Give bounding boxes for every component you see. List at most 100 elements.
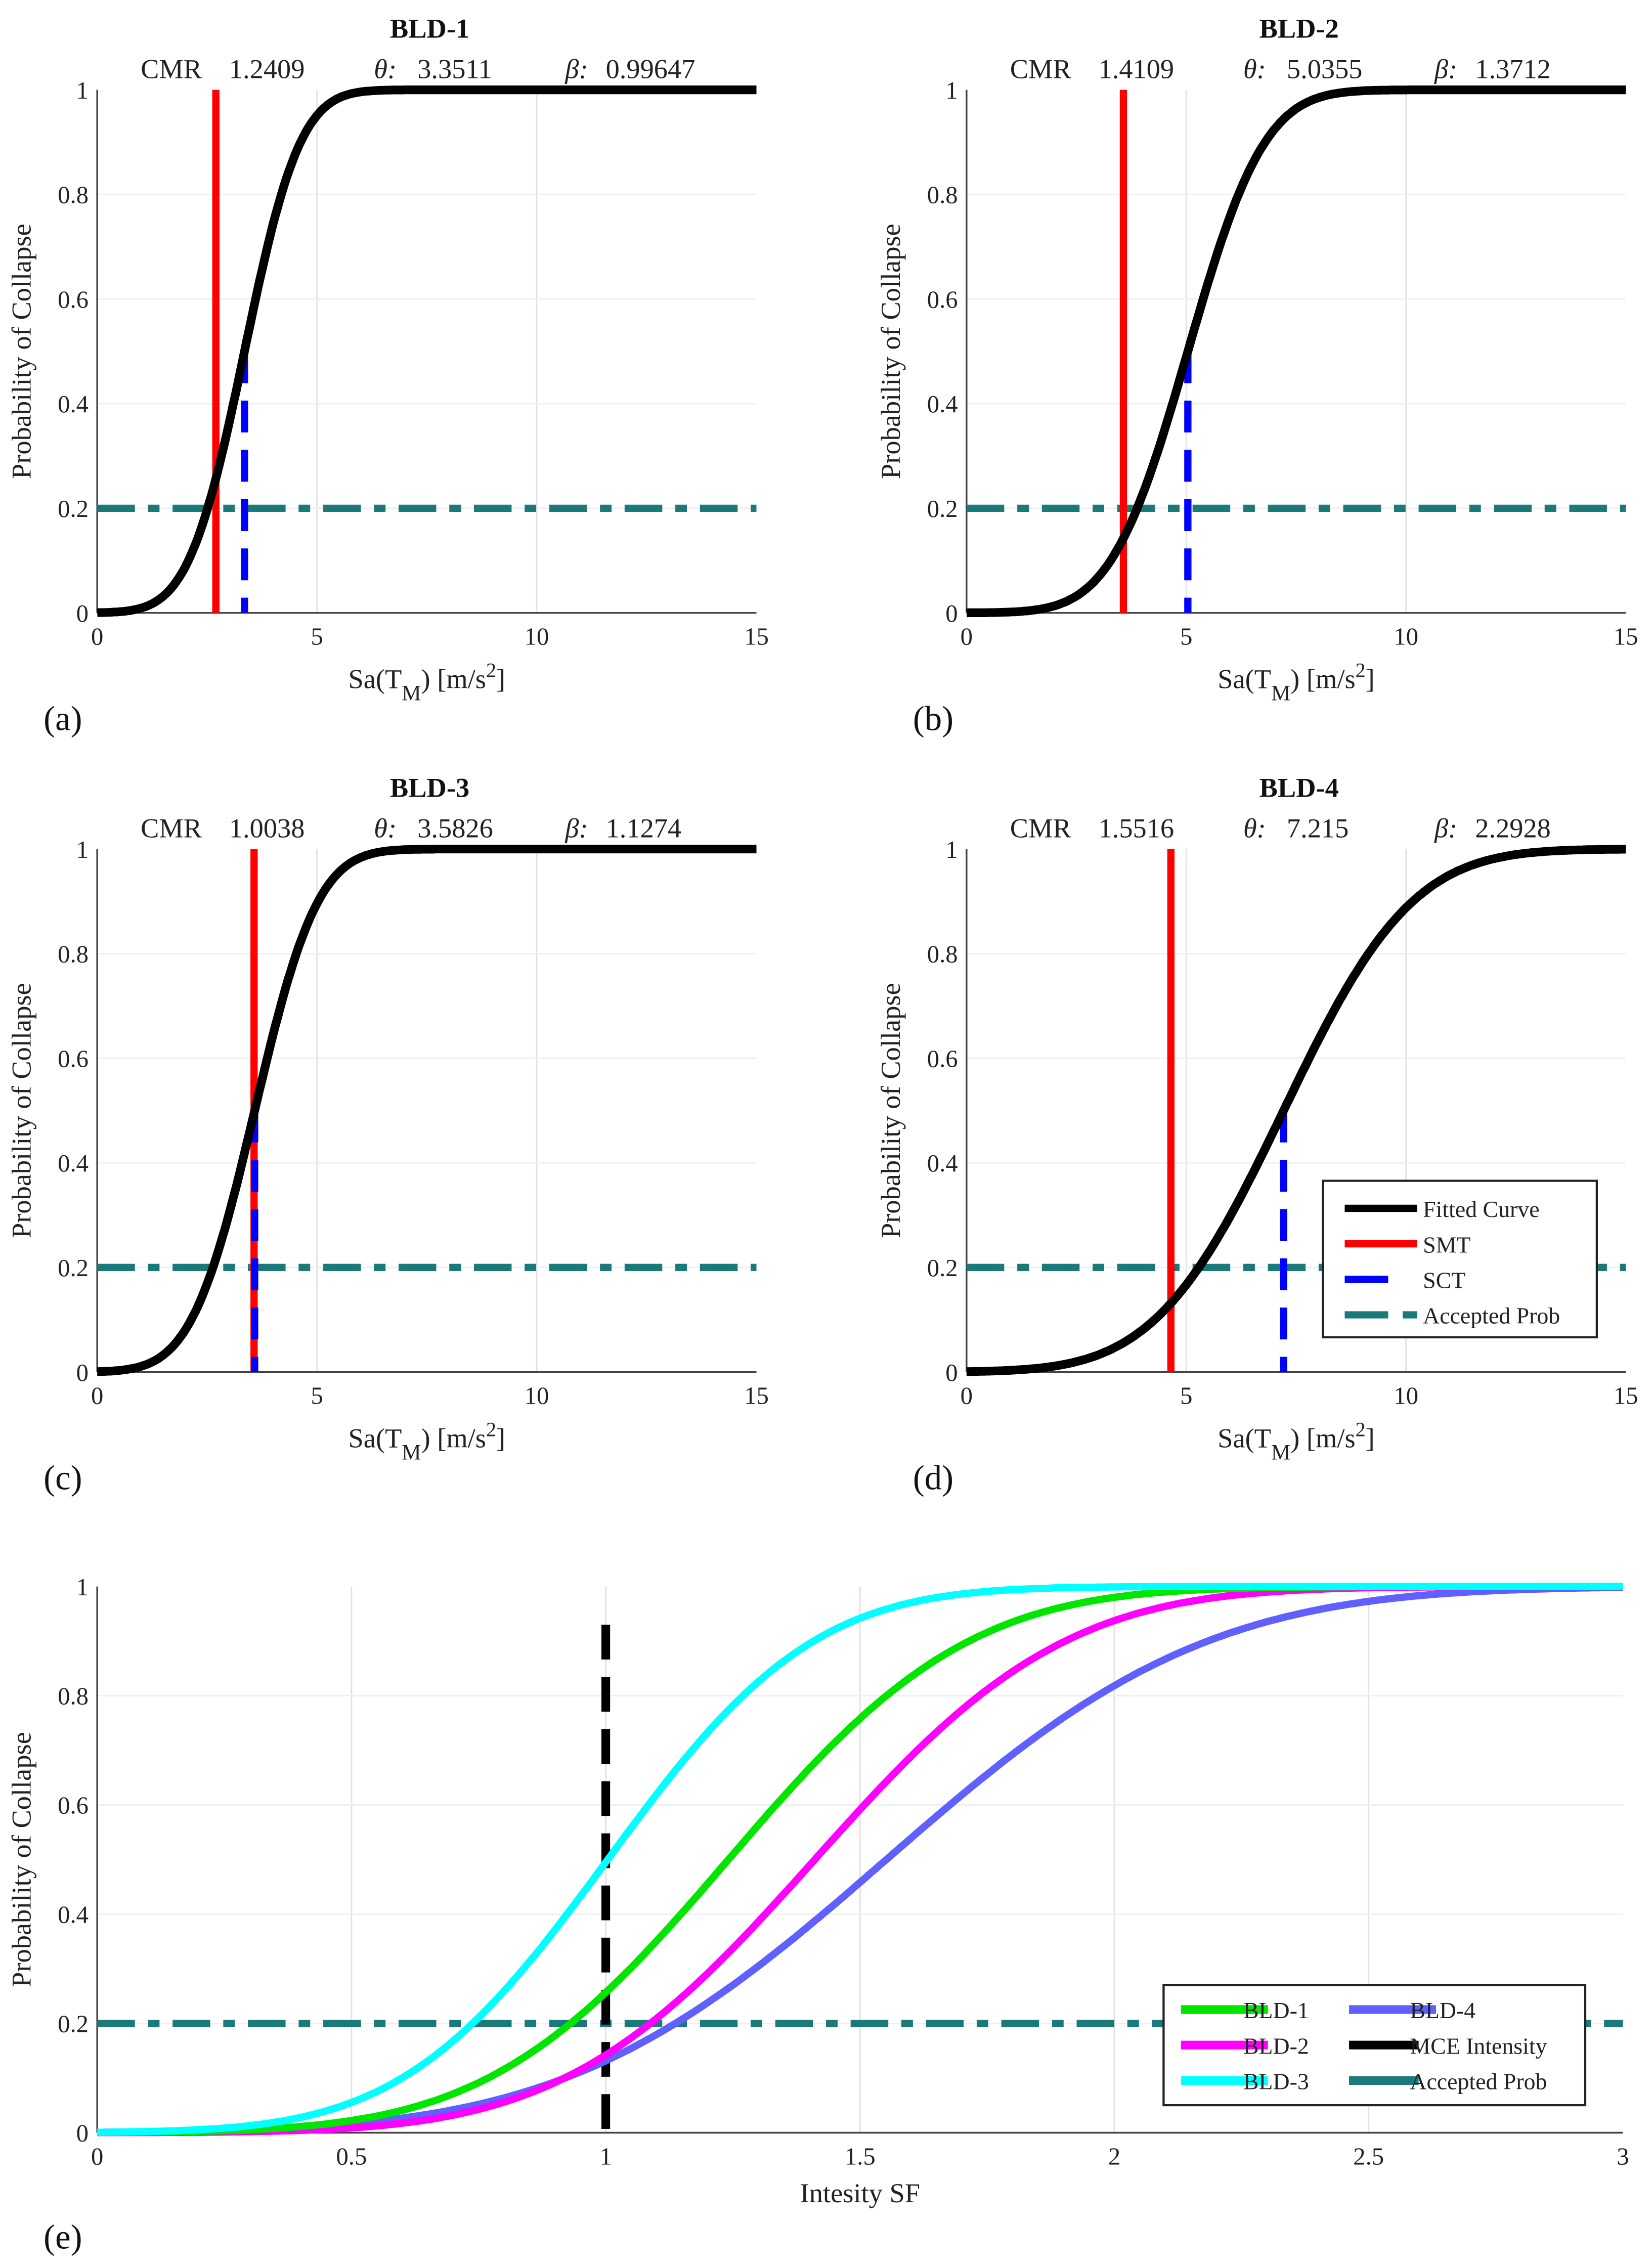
theta-label: θ: [374,54,397,84]
beta-label: β: [1434,54,1457,84]
x-tick-label: 10 [525,623,549,650]
x-label-part: ] [496,664,505,694]
x-label-part: ] [1366,664,1375,694]
x-tick-label: 15 [1614,623,1638,650]
x-tick-label: 0 [91,623,103,650]
x-label-part: M [1271,681,1290,705]
y-tick-label: 0 [76,2120,89,2147]
chart-title: BLD-4 [1259,772,1339,803]
x-axis-label: Intesity SF [800,2178,920,2208]
legend-label: SMT [1423,1232,1470,1257]
x-label-part: Sa(T [1218,1423,1271,1454]
chart-title: BLD-1 [390,13,469,43]
y-tick-label: 0.8 [58,1683,89,1710]
chart-5: 0 0.5 1 1.5 2 2.5 3 0 0.2 0.4 0.6 0.8 1 Probability o… [6,1574,1629,2256]
y-tick-label: 0.4 [58,1150,89,1177]
x-label-part: Sa(T [349,664,402,694]
beta-value: 2.2928 [1475,813,1551,844]
y-tick-label: 1 [945,77,958,104]
legend-label: Accepted Prob [1410,2069,1547,2095]
cmr-value: 1.0038 [229,813,305,844]
x-label-part: ) [m/s [421,1423,486,1454]
x-label-part: ] [496,1423,505,1454]
y-tick-label: 1 [76,1574,89,1601]
x-label-part: 2 [486,659,496,681]
x-label-part: M [402,681,421,705]
beta-value: 0.99647 [606,54,695,84]
chart-4: 0 5 10 15 0 0.2 0.4 0.6 0.8 1 Probability of Colla… [876,772,1638,1497]
y-tick-label: 0.2 [58,1254,89,1282]
x-label-part: M [1271,1441,1290,1464]
x-tick-label: 0 [91,2143,103,2170]
x-label-part: M [402,1441,421,1464]
x-tick-label: 5 [311,1382,323,1410]
y-tick-label: 0.4 [927,1150,958,1177]
chart-1: 0 5 10 15 0 0.2 0.4 0.6 0.8 1 Probability of Colla… [6,13,768,737]
legend: BLD-1 BLD-2 BLD-3 BLD-4 MCE Intensity Accepte… [1162,1984,1587,2107]
chart-2: 0 5 10 15 0 0.2 0.4 0.6 0.8 1 Probability of Colla… [876,13,1638,737]
x-tick-label: 5 [311,623,323,650]
x-tick-label: 0 [91,1382,103,1410]
legend-label: Fitted Curve [1423,1196,1539,1222]
x-tick-label: 5 [1180,1382,1192,1410]
x-tick-label: 15 [744,623,769,650]
y-axis-label: Probability of Collapse [6,1732,36,1987]
y-tick-label: 0.2 [927,495,958,522]
y-tick-label: 0.6 [58,1045,89,1072]
beta-label: β: [564,813,588,844]
x-label-part: Sa(T [1218,664,1271,694]
theta-value: 3.5826 [417,813,493,844]
x-label-part: ) [m/s [1290,664,1355,694]
x-tick-label: 0.5 [336,2143,367,2170]
x-label-part: ) [m/s [421,664,486,694]
cmr-label: CMR [1010,813,1072,844]
cmr-label: CMR [141,54,202,84]
x-label-part: Sa(T [349,1423,402,1454]
panel-label: (e) [44,2218,82,2256]
fitted-curve [966,85,1626,618]
legend-label: BLD-1 [1243,1997,1309,2023]
legend-label: MCE Intensity [1410,2033,1547,2059]
legend-label: BLD-4 [1410,1997,1475,2023]
y-tick-label: 0.6 [927,286,958,313]
y-tick-label: 0.6 [58,1792,89,1819]
y-tick-label: 0 [76,1359,89,1386]
y-tick-label: 0 [76,600,89,627]
x-label-part: ) [m/s [1290,1423,1355,1454]
y-tick-label: 0.4 [58,1901,89,1929]
cmr-label: CMR [141,813,202,844]
theta-value: 5.0355 [1287,54,1363,84]
cmr-value: 1.5516 [1099,813,1175,844]
y-tick-label: 0.8 [927,941,958,968]
x-label-part: 2 [486,1418,496,1441]
y-tick-label: 0.2 [58,495,89,522]
y-tick-label: 0.8 [927,182,958,209]
legend-label: BLD-2 [1243,2033,1309,2059]
x-label-part: ] [1366,1423,1375,1454]
x-tick-label: 2.5 [1353,2143,1384,2170]
x-label-part: 2 [1356,659,1366,681]
fitted-curve [97,85,757,617]
beta-label: β: [1434,813,1457,844]
legend: Fitted Curve SMT SCT Accepted Prob [1322,1180,1598,1339]
y-axis-label: Probability of Collapse [876,224,906,479]
chart-3: 0 5 10 15 0 0.2 0.4 0.6 0.8 1 Probability of Colla… [6,772,768,1497]
x-axis-label: Sa(TM) [m/s2] [1218,1418,1375,1464]
x-axis-label: Sa(TM) [m/s2] [349,1418,506,1464]
cmr-label: CMR [1010,54,1072,84]
chart-title: BLD-3 [390,772,469,803]
y-tick-label: 1 [945,836,958,863]
beta-label: β: [564,54,588,84]
y-tick-label: 0.4 [58,390,89,418]
y-tick-label: 0.4 [927,390,958,418]
cmr-value: 1.2409 [229,54,305,84]
x-tick-label: 2 [1108,2143,1120,2170]
series-bld-3 [97,1583,1623,2136]
x-tick-label: 1.5 [845,2143,876,2170]
beta-value: 1.3712 [1475,54,1551,84]
y-tick-label: 0.8 [58,941,89,968]
x-label-part: 2 [1356,1418,1366,1441]
x-tick-label: 10 [1394,1382,1418,1410]
x-tick-label: 15 [744,1382,769,1410]
x-tick-label: 3 [1617,2143,1629,2170]
